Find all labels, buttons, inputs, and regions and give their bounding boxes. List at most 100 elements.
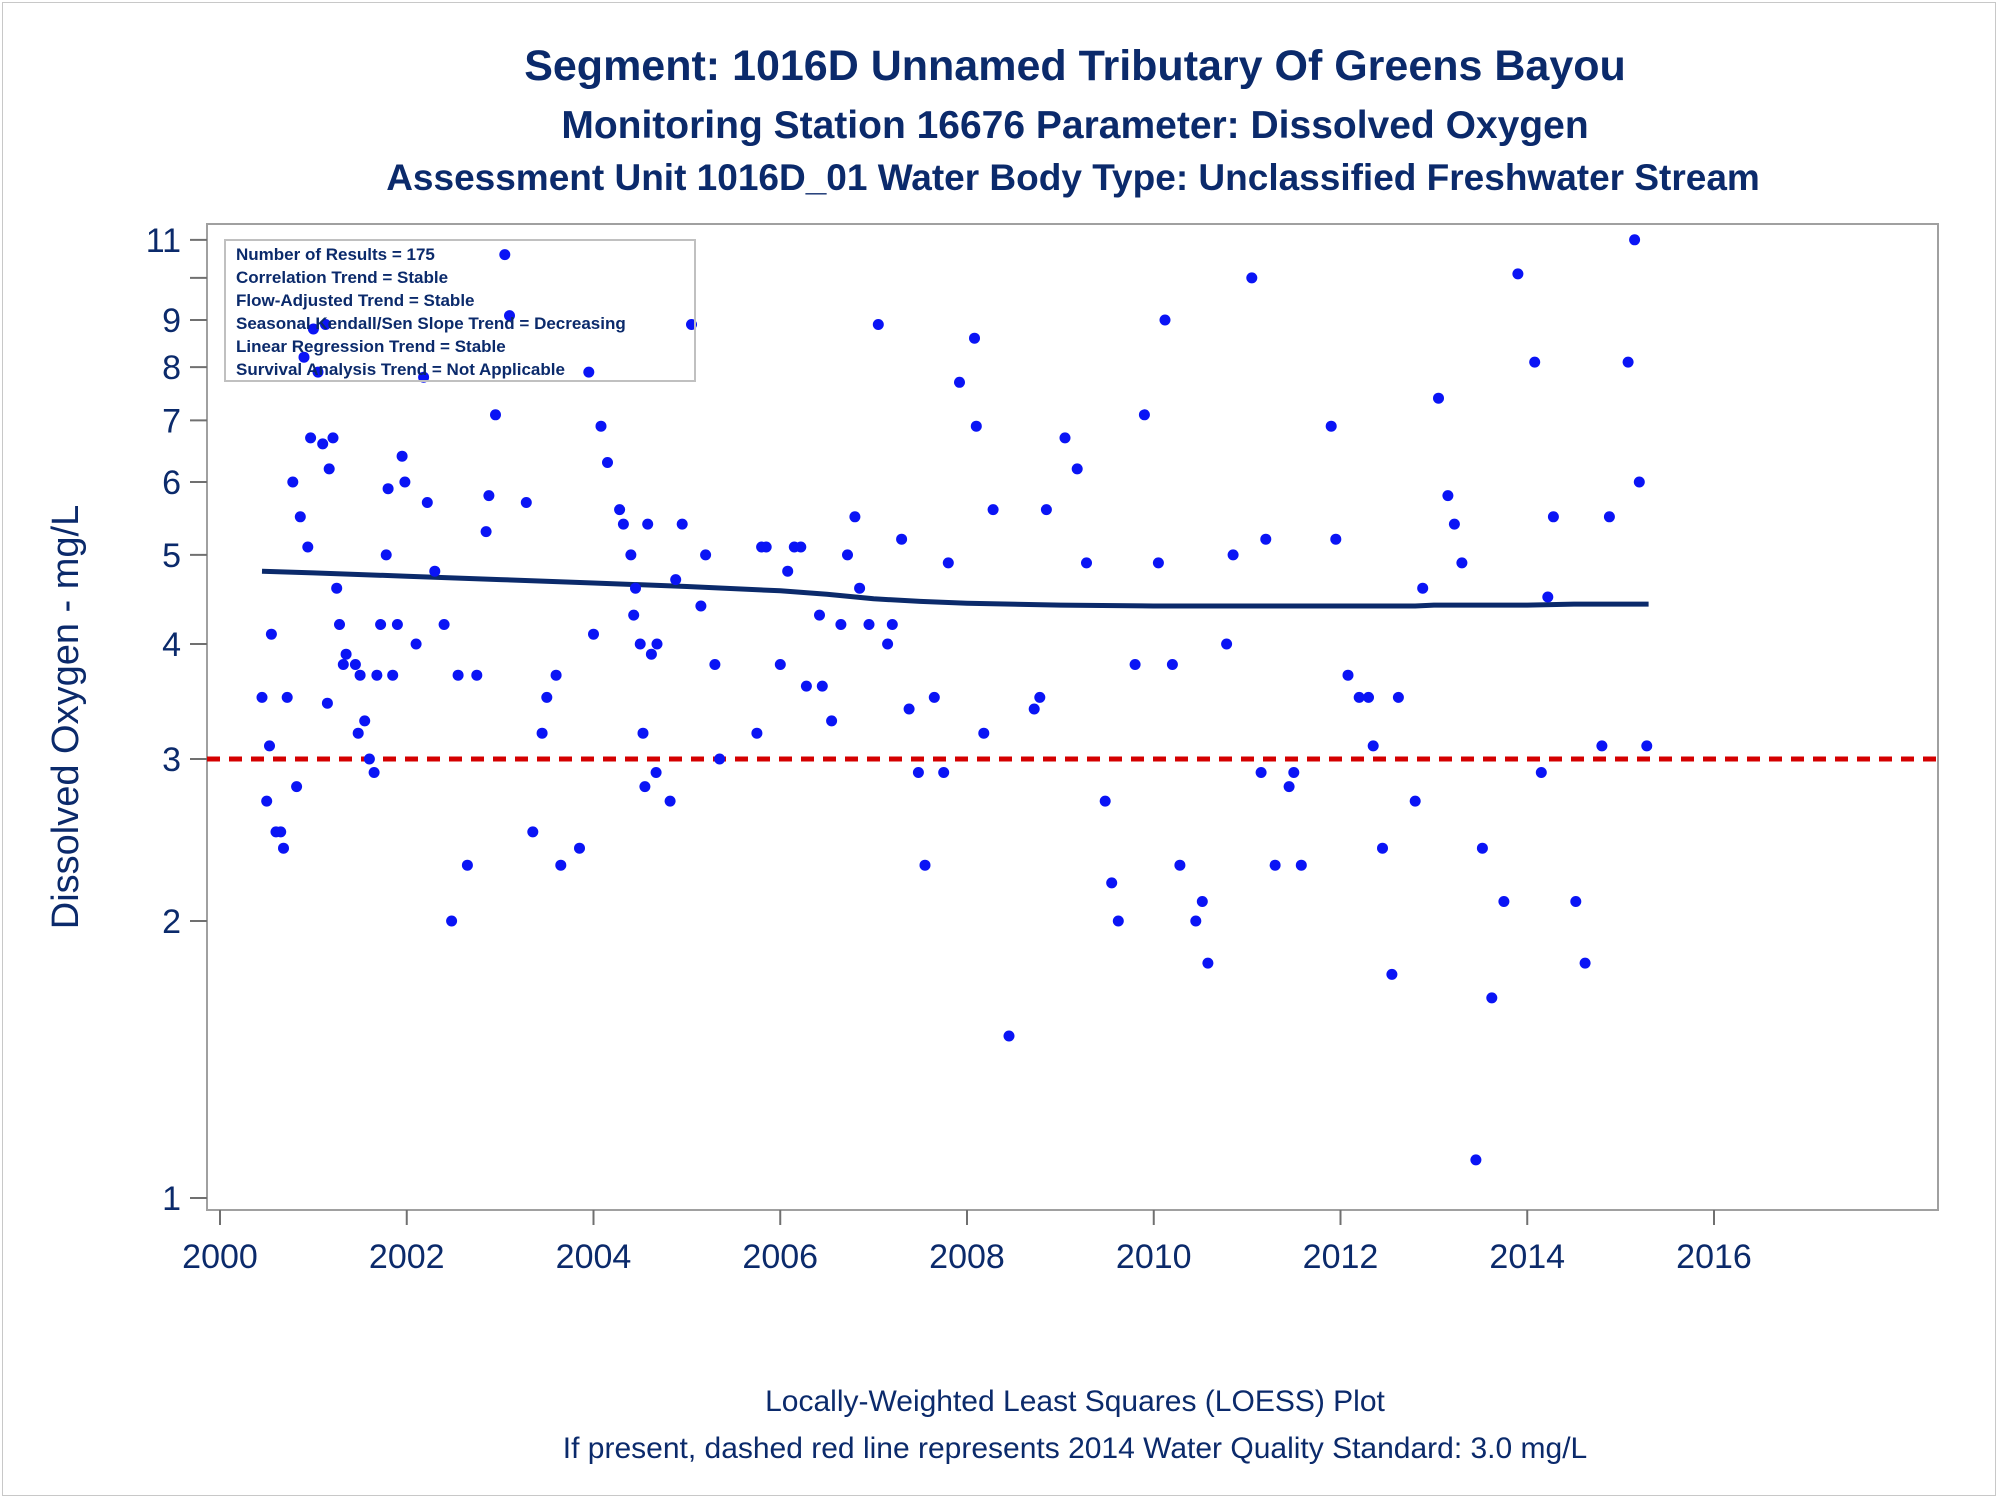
data-point [1603, 511, 1615, 523]
data-point [317, 438, 329, 450]
data-point [1353, 691, 1365, 703]
data-point [410, 638, 422, 650]
data-point [1227, 549, 1239, 561]
data-point [782, 565, 794, 577]
y-axis: 1 2 3 4 5 6 7 8 9 11 [146, 222, 207, 1218]
data-point [1622, 356, 1634, 368]
data-point [334, 619, 345, 630]
data-point [1034, 691, 1046, 703]
stats-line: Survival Analysis Trend = Not Applicable [236, 360, 565, 379]
y-tick-label: 7 [162, 402, 181, 440]
data-point [1641, 740, 1653, 752]
y-tick-label: 2 [162, 903, 181, 941]
data-point [291, 781, 303, 793]
data-point [368, 767, 380, 778]
x-tick-label: 2008 [929, 1238, 1005, 1276]
data-point [375, 619, 387, 630]
stats-line: Linear Regression Trend = Stable [236, 337, 506, 356]
data-point [354, 669, 366, 681]
x-tick-label: 2002 [369, 1238, 445, 1276]
data-point [504, 310, 515, 322]
data-point [1367, 740, 1379, 752]
data-point [399, 476, 411, 488]
data-point [1112, 915, 1124, 927]
data-point [800, 680, 812, 692]
data-point [1547, 511, 1559, 523]
footnote-standard: If present, dashed red line represents 2… [563, 1432, 1587, 1465]
data-point [1159, 314, 1171, 326]
y-tick-label: 5 [162, 537, 181, 575]
data-point [264, 740, 275, 752]
data-point [446, 915, 458, 927]
data-point [1386, 968, 1398, 980]
data-point [331, 582, 343, 594]
data-point [882, 638, 894, 650]
data-point [814, 609, 825, 621]
data-point [1330, 533, 1342, 545]
stats-line: Number of Results = 175 [236, 245, 435, 264]
data-point [849, 511, 861, 523]
data-point [281, 691, 293, 703]
data-point [1059, 432, 1071, 444]
data-point [872, 319, 884, 330]
data-point [1325, 420, 1337, 432]
data-point [1498, 896, 1510, 907]
data-point [541, 691, 553, 703]
data-point [349, 659, 361, 670]
data-point [1260, 533, 1272, 545]
data-point [305, 432, 317, 444]
y-tick-label: 3 [162, 741, 181, 779]
data-point [421, 497, 433, 508]
data-point [1003, 1030, 1015, 1042]
data-point [1417, 582, 1429, 594]
y-tick-label: 9 [162, 302, 181, 340]
data-point [1196, 896, 1208, 907]
data-point [634, 638, 646, 650]
data-point [628, 609, 640, 621]
data-point [429, 565, 441, 577]
data-point [1392, 691, 1404, 703]
data-point [583, 366, 595, 378]
data-point [630, 582, 641, 594]
data-point [1596, 740, 1608, 752]
x-tick-label: 2014 [1489, 1238, 1565, 1276]
y-tick-label: 11 [146, 222, 181, 260]
data-point [483, 490, 495, 502]
data-point [1512, 268, 1524, 280]
data-point [287, 476, 299, 488]
y-tick-label: 1 [162, 1180, 181, 1218]
data-point [1255, 767, 1267, 778]
data-point [1099, 795, 1111, 807]
data-point [602, 457, 613, 468]
stats-line: Seasonal Kendall/Sen Slope Trend = Decre… [236, 314, 626, 333]
data-point [650, 767, 662, 778]
data-point [1283, 781, 1295, 793]
data-point [261, 795, 273, 807]
data-point [1570, 896, 1582, 907]
data-point [294, 511, 306, 523]
data-point [396, 450, 408, 462]
x-tick-label: 2016 [1676, 1238, 1752, 1276]
data-point [645, 648, 657, 660]
x-tick-label: 2012 [1303, 1238, 1379, 1276]
data-point [1071, 463, 1083, 475]
data-point [774, 659, 786, 670]
data-point [1529, 356, 1541, 368]
stats-line: Flow-Adjusted Trend = Stable [236, 291, 475, 310]
data-point [1629, 234, 1641, 246]
data-point [854, 582, 866, 594]
data-point [574, 842, 585, 854]
data-point [471, 669, 483, 681]
data-point [714, 753, 726, 765]
data-point [1246, 272, 1258, 284]
data-point [1535, 767, 1547, 778]
data-point [1442, 490, 1454, 502]
y-tick-label: 8 [162, 349, 181, 387]
data-point [978, 727, 990, 739]
data-point [527, 826, 539, 838]
data-point [1190, 915, 1202, 927]
data-point [751, 727, 763, 739]
data-point [1448, 518, 1460, 530]
data-point [1486, 992, 1498, 1004]
data-point [312, 366, 324, 378]
